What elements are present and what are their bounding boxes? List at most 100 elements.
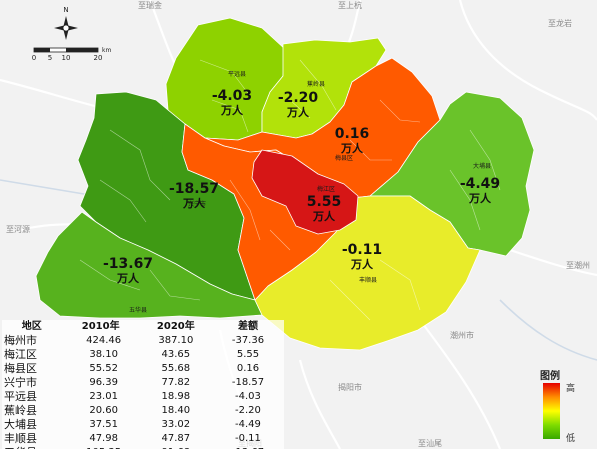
district-unit-label: 万人 [350, 257, 374, 271]
district-name-label: 五华县 [129, 306, 147, 314]
table-row: 梅州市 424.46 387.10 -37.36 [2, 334, 284, 348]
district-value-label: -4.49 [460, 176, 500, 192]
district-value-label: -0.11 [342, 242, 382, 258]
table-cell: 96.39 [89, 377, 118, 388]
district-name-label: 大埔县 [473, 162, 491, 170]
district-unit-label: 万人 [340, 141, 364, 155]
table-cell: 43.65 [161, 349, 191, 360]
district-value-label: 0.16 [335, 126, 370, 142]
table-cell: 大埔县 [4, 418, 37, 431]
district-name-label: 丰顺县 [359, 276, 377, 284]
table-cell: -2.20 [235, 405, 261, 416]
table-cell: 5.55 [236, 349, 260, 360]
table-header-cell: 地区 [21, 321, 42, 332]
table-cell: 五华县 [2, 446, 62, 449]
district-meijiang [251, 149, 359, 235]
table-row: 蕉岭县 20.60 18.40 -2.20 [2, 404, 284, 418]
table-cell: -4.49 [235, 419, 261, 430]
population-table: 地区 2010年 2020年 差额 梅州市 424.46 387.10 -37.36 梅… [2, 320, 284, 449]
district-value-label: 5.55 [307, 194, 342, 210]
table-header-row: 地区 2010年 2020年 差额 [2, 320, 284, 334]
basemap-place-label: 至潮州 [566, 260, 590, 270]
table-row: 大埔县 37.51 33.02 -4.49 [2, 418, 284, 432]
basemap-rivers [0, 179, 597, 361]
svg-text:N: N [63, 6, 68, 14]
table-cell: 0.16 [236, 363, 260, 374]
district-labels: 平远县-4.03万人蕉岭县-2.20万人梅县区0.16万人兴宁市-18.57万人… [103, 70, 500, 314]
legend-color-ramp [543, 383, 560, 439]
district-name-label: 蕉岭县 [307, 80, 325, 88]
district-name-label: 梅江区 [317, 185, 335, 193]
north-arrow-icon: N [54, 6, 78, 40]
table-cell: -18.57 [231, 377, 265, 388]
district-unit-label: 万人 [182, 196, 206, 210]
table-header-cell: 2020年 [156, 321, 195, 332]
table-row: 丰顺县 47.98 47.87 -0.11 [2, 432, 284, 446]
scale-tick-label: 20 [94, 54, 103, 62]
table-cell: 47.87 [161, 433, 191, 444]
table-header-cell: 差额 [237, 321, 258, 332]
district-value-label: -4.03 [212, 88, 252, 104]
table-cell: 20.60 [89, 405, 118, 416]
legend-high-label: 高 [566, 384, 576, 394]
table-cell: 兴宁市 [4, 376, 37, 389]
table-cell: -13.67 [212, 446, 284, 449]
district-name-label: 平远县 [228, 70, 246, 78]
legend-low-label: 低 [566, 434, 576, 444]
table-cell: 18.40 [161, 405, 191, 416]
table-cell: 38.10 [89, 349, 118, 360]
table-cell: 47.98 [89, 433, 118, 444]
basemap-place-label: 至上杭 [338, 0, 362, 10]
district-name-label: 兴宁市 [188, 200, 206, 208]
table-row: 兴宁市 96.39 77.82 -18.57 [2, 376, 284, 390]
scale-tick-label: 5 [48, 54, 52, 62]
table-header-cell: 2010年 [81, 321, 120, 332]
legend-title: 图例 [540, 371, 560, 382]
table-cell: 丰顺县 [4, 432, 37, 445]
basemap-place-label: 揭阳市 [338, 382, 362, 392]
table-cell: 77.82 [161, 377, 191, 388]
scale-unit-label: km [102, 47, 111, 54]
table-row: 五华县105.3591.68-13.67 [2, 446, 284, 449]
table-cell: 23.01 [89, 391, 118, 402]
table-cell: 387.10 [158, 335, 194, 346]
table-row: 梅县区 55.52 55.68 0.16 [2, 362, 284, 376]
table-row: 平远县 23.01 18.98 -4.03 [2, 390, 284, 404]
table-cell: -0.11 [235, 433, 261, 444]
basemap-place-label: 至瑞金 [138, 0, 162, 10]
table-cell: 105.35 [62, 446, 140, 449]
district-polygons [35, 17, 535, 351]
town-boundaries [79, 59, 501, 321]
district-unit-label: 万人 [312, 209, 336, 223]
table-cell: 18.98 [161, 391, 191, 402]
scale-tick-label: 10 [62, 54, 71, 62]
table-cell: 平远县 [4, 390, 37, 403]
basemap-place-label: 至汕尾 [418, 438, 442, 448]
table-cell: 33.02 [161, 419, 191, 430]
district-name-label: 梅县区 [335, 154, 353, 162]
table-cell: -37.36 [231, 335, 265, 346]
district-value-label: -18.57 [169, 181, 219, 197]
basemap-place-label: 至龙岩 [548, 18, 572, 28]
table-cell: 55.68 [161, 363, 191, 374]
table-cell: 梅县区 [4, 362, 37, 375]
district-unit-label: 万人 [220, 103, 244, 117]
table-cell: 梅州市 [4, 334, 37, 347]
scale-tick-label: 0 [32, 54, 36, 62]
table-cell: 蕉岭县 [4, 404, 37, 417]
district-unit-label: 万人 [116, 271, 140, 285]
basemap-place-label: 至河源 [6, 224, 30, 234]
table-cell: 37.51 [89, 419, 118, 430]
table-cell: -4.03 [235, 391, 261, 402]
table-row: 梅江区 38.10 43.65 5.55 [2, 348, 284, 362]
table-cell: 55.52 [89, 363, 118, 374]
district-jingbei [181, 123, 353, 301]
district-unit-label: 万人 [286, 105, 310, 119]
district-unit-label: 万人 [468, 191, 492, 205]
district-value-label: -13.67 [103, 256, 153, 272]
basemap-place-label: 潮州市 [450, 330, 474, 340]
district-value-label: -2.20 [278, 90, 319, 106]
table-cell: 91.68 [140, 446, 212, 449]
